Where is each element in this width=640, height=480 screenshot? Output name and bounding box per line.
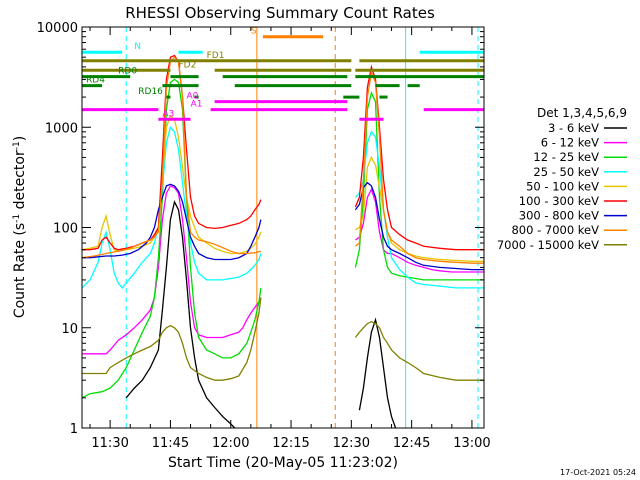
flag-label-rd0: RD0 (118, 67, 137, 77)
y-tick-label-3: 1000 (45, 121, 78, 136)
series-line-1 (82, 185, 484, 355)
x-tick-label-4: 12:30 (333, 436, 370, 451)
flag-label-rd16: RD16 (138, 87, 163, 97)
y-axis: 1 10 100 1000 10000 (37, 21, 484, 437)
footer-timestamp: 17-Oct-2021 05:24 (560, 468, 636, 477)
chart-title: RHESSI Observing Summary Count Rates (125, 4, 435, 22)
legend-label-3: 25 - 50 keV (533, 165, 599, 179)
legend-label-2: 12 - 25 keV (533, 150, 599, 164)
x-tick-label-6: 13:00 (453, 436, 490, 451)
flag-label-rd4: RD4 (86, 76, 105, 86)
legend-label-4: 50 - 100 keV (526, 179, 599, 193)
x-tick-label-2: 12:00 (212, 436, 249, 451)
legend-label-8: 7000 - 15000 keV (497, 238, 599, 252)
y-tick-label-4: 10000 (37, 21, 78, 36)
flag-label-fd1: FD1 (207, 51, 225, 61)
legend-label-7: 800 - 7000 keV (511, 223, 599, 237)
y-tick-label-1: 10 (61, 322, 78, 337)
y-tick-label-0: 1 (70, 422, 78, 437)
x-axis: 11:30 11:45 12:00 12:15 12:30 12:45 13:00 (89, 27, 491, 451)
flag-label-s: S (251, 27, 257, 37)
series-line-4 (82, 114, 484, 262)
flag-label-a0: A0 (187, 92, 199, 102)
legend-label-0: 3 - 6 keV (548, 121, 599, 135)
y-axis-label: Count Rate (s-1 detector-1) (12, 136, 28, 318)
legend-label-5: 100 - 300 keV (519, 194, 599, 208)
x-tick-label-1: 11:45 (152, 436, 189, 451)
series-line-8 (82, 297, 484, 381)
legend-title: Det 1,3,4,5,6,9 (537, 106, 627, 120)
flag-label-a3: A3 (162, 109, 174, 119)
x-tick-label-5: 12:45 (393, 436, 430, 451)
x-tick-label-0: 11:30 (91, 436, 128, 451)
legend-label-1: 6 - 12 keV (541, 136, 599, 150)
flag-label-fd2: FD2 (178, 60, 196, 70)
series-line-3 (82, 125, 484, 289)
series-line-6 (82, 181, 484, 271)
x-axis-label: Start Time (20-May-05 11:23:02) (168, 455, 398, 471)
legend-label-6: 300 - 800 keV (519, 209, 599, 223)
flag-label-a1: A1 (191, 100, 203, 110)
flag-label-n: N (134, 42, 141, 52)
series-line-0 (125, 200, 397, 428)
y-tick-label-2: 100 (53, 222, 78, 237)
x-tick-label-3: 12:15 (272, 436, 309, 451)
